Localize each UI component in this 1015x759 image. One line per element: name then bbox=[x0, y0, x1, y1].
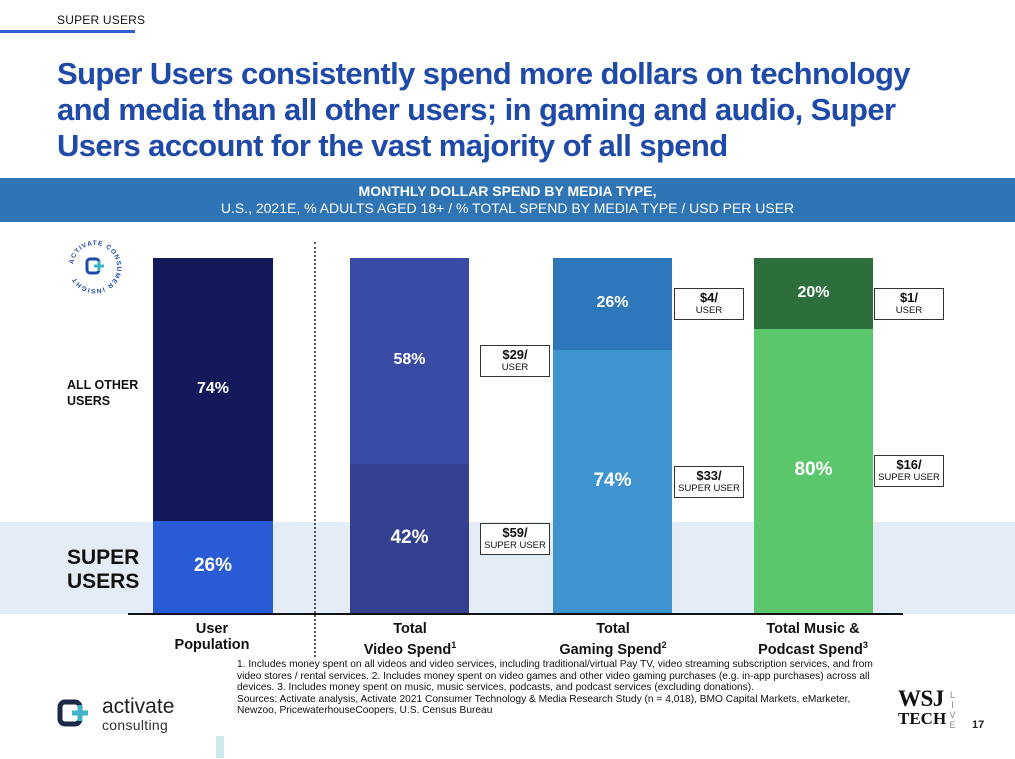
wsj-text: WSJ bbox=[898, 686, 944, 711]
callout-amount: $59/ bbox=[502, 524, 528, 540]
chart-banner: MONTHLY DOLLAR SPEND BY MEDIA TYPE, U.S.… bbox=[0, 178, 1015, 222]
page-title: Super Users consistently spend more doll… bbox=[57, 56, 911, 163]
activate-consumer-insight-badge-icon: ACTIVATE CONSUMER INSIGHT bbox=[68, 240, 121, 294]
footer-accent bbox=[216, 736, 224, 758]
chart-subtitle: U.S., 2021E, % ADULTS AGED 18+ / % TOTAL… bbox=[220, 200, 795, 216]
chart-divider bbox=[314, 242, 316, 657]
callout-unit: USER bbox=[501, 362, 529, 373]
bar-super-users: 26% bbox=[153, 521, 273, 613]
callout-super-users: $16/SUPER USER bbox=[874, 455, 944, 487]
callout-amount: $16/ bbox=[896, 457, 922, 472]
bar-value-label: 26% bbox=[596, 294, 629, 311]
bar-other-users: 26% bbox=[553, 258, 672, 350]
bar-value-label: 74% bbox=[593, 469, 632, 491]
activate-logo-icon bbox=[57, 699, 88, 727]
footnotes-text: 1. Includes money spent on all videos an… bbox=[237, 659, 873, 693]
sources-text: Sources: Activate analysis, Activate 202… bbox=[237, 693, 851, 717]
callout-super-users: $33/SUPER USER bbox=[674, 465, 744, 498]
callout-amount: $4/ bbox=[699, 290, 719, 305]
logo-text: activate consulting bbox=[102, 695, 175, 735]
section-rule bbox=[0, 30, 135, 33]
logo-sub: consulting bbox=[102, 717, 169, 733]
callout-other-users: $1/USER bbox=[874, 288, 944, 320]
callout-unit: SUPER USER bbox=[484, 539, 546, 551]
wsj-tech-logo: WSJ TECH bbox=[898, 686, 947, 728]
logo-word: activate bbox=[102, 695, 175, 718]
bar-value-label: 20% bbox=[797, 283, 830, 301]
category-label: Total Music & Podcast Spend3 bbox=[758, 621, 868, 658]
bar-value-label: 58% bbox=[393, 351, 426, 368]
bar-value-label: 80% bbox=[794, 459, 833, 480]
callout-other-users: $29/USER bbox=[480, 345, 550, 377]
category-label: Total Gaming Spend2 bbox=[559, 621, 667, 658]
callout-other-users: $4/USER bbox=[674, 288, 744, 320]
bar-value-label: 26% bbox=[193, 555, 233, 576]
callout-unit: USER bbox=[895, 305, 923, 316]
row-label-super: SUPER USERS bbox=[67, 546, 140, 593]
bar-other-users: 20% bbox=[754, 258, 873, 329]
footnote-marker: 3 bbox=[862, 640, 868, 650]
section-tag: SUPER USERS bbox=[57, 13, 146, 27]
callout-unit: SUPER USER bbox=[678, 482, 740, 494]
callout-unit: USER bbox=[695, 305, 723, 316]
bar-super-users: 74% bbox=[553, 350, 672, 613]
footnote-marker: 1 bbox=[451, 640, 457, 650]
bar-other-users: 58% bbox=[350, 258, 469, 464]
callout-amount: $29/ bbox=[502, 347, 528, 362]
chart-title: MONTHLY DOLLAR SPEND BY MEDIA TYPE, bbox=[358, 183, 657, 199]
callout-amount: $33/ bbox=[696, 467, 722, 483]
category-label: Total Video Spend1 bbox=[363, 621, 457, 658]
bar-super-users: 80% bbox=[754, 329, 873, 613]
page-number: 17 bbox=[972, 719, 985, 731]
chart-baseline bbox=[128, 613, 903, 615]
bar-super-users: 42% bbox=[350, 464, 469, 613]
callout-super-users: $59/SUPER USER bbox=[480, 522, 550, 555]
footnotes: 1. Includes money spent on all videos an… bbox=[237, 659, 887, 717]
bar-value-label: 74% bbox=[196, 379, 230, 397]
category-label: User Population bbox=[174, 621, 250, 653]
tech-text: TECH bbox=[898, 709, 947, 728]
row-label-all-other: ALL OTHER USERS bbox=[67, 378, 139, 408]
callout-unit: SUPER USER bbox=[878, 472, 940, 483]
footnote-marker: 2 bbox=[661, 640, 667, 650]
bar-value-label: 42% bbox=[390, 526, 429, 548]
callout-amount: $1/ bbox=[899, 290, 919, 305]
bar-other-users: 74% bbox=[153, 258, 273, 521]
